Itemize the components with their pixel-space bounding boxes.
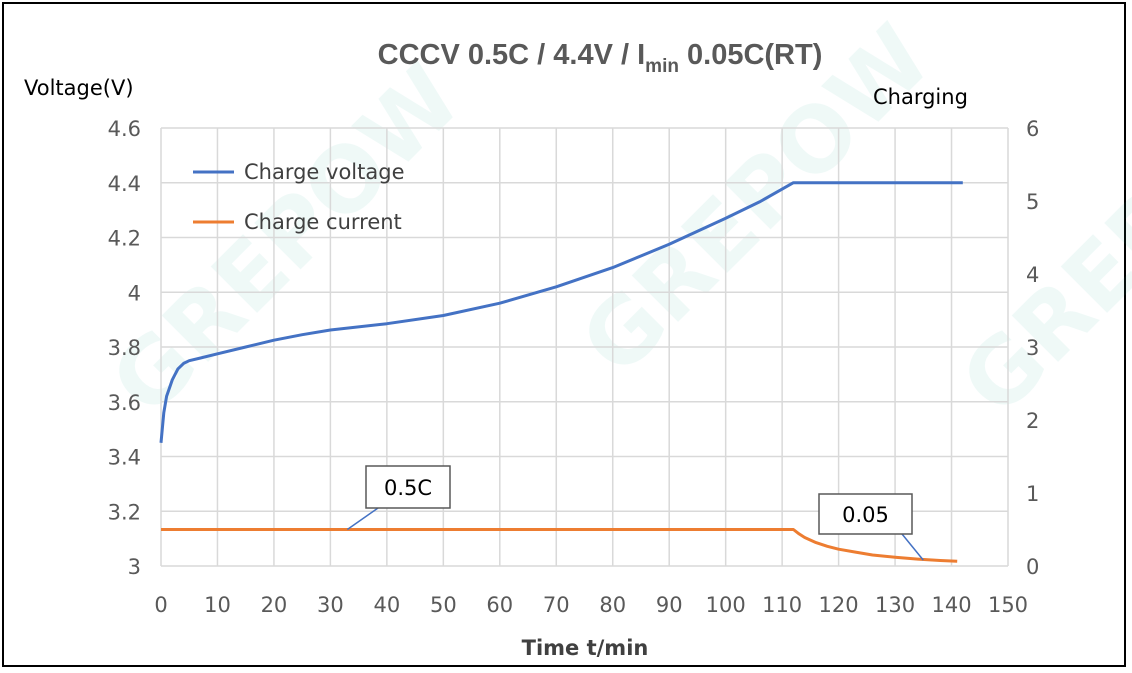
chart-title: CCCV 0.5C / 4.4V / Imin 0.05C(RT) <box>378 39 823 77</box>
x-tick-label: 100 <box>706 593 746 617</box>
x-tick-label: 20 <box>261 593 288 617</box>
watermark-logo: GREPOW <box>91 46 481 436</box>
y-left-tick-label: 3 <box>128 555 141 579</box>
x-tick-label: 30 <box>317 593 344 617</box>
series-line-charge-current <box>161 528 958 563</box>
y-right-tick-label: 2 <box>1026 409 1039 433</box>
x-tick-label: 70 <box>543 593 570 617</box>
legend: Charge voltage Charge current <box>193 160 405 234</box>
x-tick-label: 10 <box>204 593 231 617</box>
x-tick-label: 140 <box>931 593 971 617</box>
y-right-label: Charging <box>873 85 968 109</box>
x-tick-label: 50 <box>430 593 457 617</box>
legend-label: Charge current <box>244 210 402 234</box>
annotation-label: 0.05 <box>842 503 889 527</box>
y-right-tick-label: 6 <box>1026 117 1039 141</box>
series-line-charge-voltage <box>159 181 963 443</box>
y-left-label: Voltage(V) <box>24 76 134 100</box>
annotation-box <box>818 493 913 535</box>
y-left-tick-label: 4 <box>128 281 141 305</box>
y-left-tick-label: 3.4 <box>108 446 141 470</box>
x-tick-label: 0 <box>154 593 167 617</box>
x-tick-label: 150 <box>988 593 1028 617</box>
y-right-tick-label: 1 <box>1026 482 1039 506</box>
watermark-logo: GREPOW <box>941 46 1132 436</box>
x-tick-label: 110 <box>762 593 802 617</box>
annotation-box <box>365 465 451 509</box>
x-tick-label: 130 <box>875 593 915 617</box>
annotation-leader <box>346 507 379 531</box>
y-right-tick-label: 3 <box>1026 336 1039 360</box>
x-tick-label: 60 <box>486 593 513 617</box>
annotation-label: 0.5C <box>384 476 432 500</box>
x-tick-label: 40 <box>373 593 400 617</box>
y-left-tick-label: 3.6 <box>108 391 141 415</box>
x-tick-label: 80 <box>599 593 626 617</box>
x-axis-label: Time t/min <box>522 636 649 660</box>
y-right-tick-label: 4 <box>1026 263 1039 287</box>
grid <box>160 127 1009 567</box>
y-left-tick-label: 4.6 <box>108 117 141 141</box>
y-left-tick-label: 3.2 <box>108 500 141 524</box>
y-left-tick-label: 3.8 <box>108 336 141 360</box>
y-left-tick-label: 4.4 <box>108 172 141 196</box>
y-left-tick-label: 4.2 <box>108 227 141 251</box>
y-right-tick-label: 5 <box>1026 190 1039 214</box>
x-tick-label: 90 <box>656 593 683 617</box>
legend-label: Charge voltage <box>244 160 405 184</box>
x-tick-label: 120 <box>819 593 859 617</box>
annotation-leader <box>901 533 924 561</box>
y-right-tick-label: 0 <box>1026 555 1039 579</box>
